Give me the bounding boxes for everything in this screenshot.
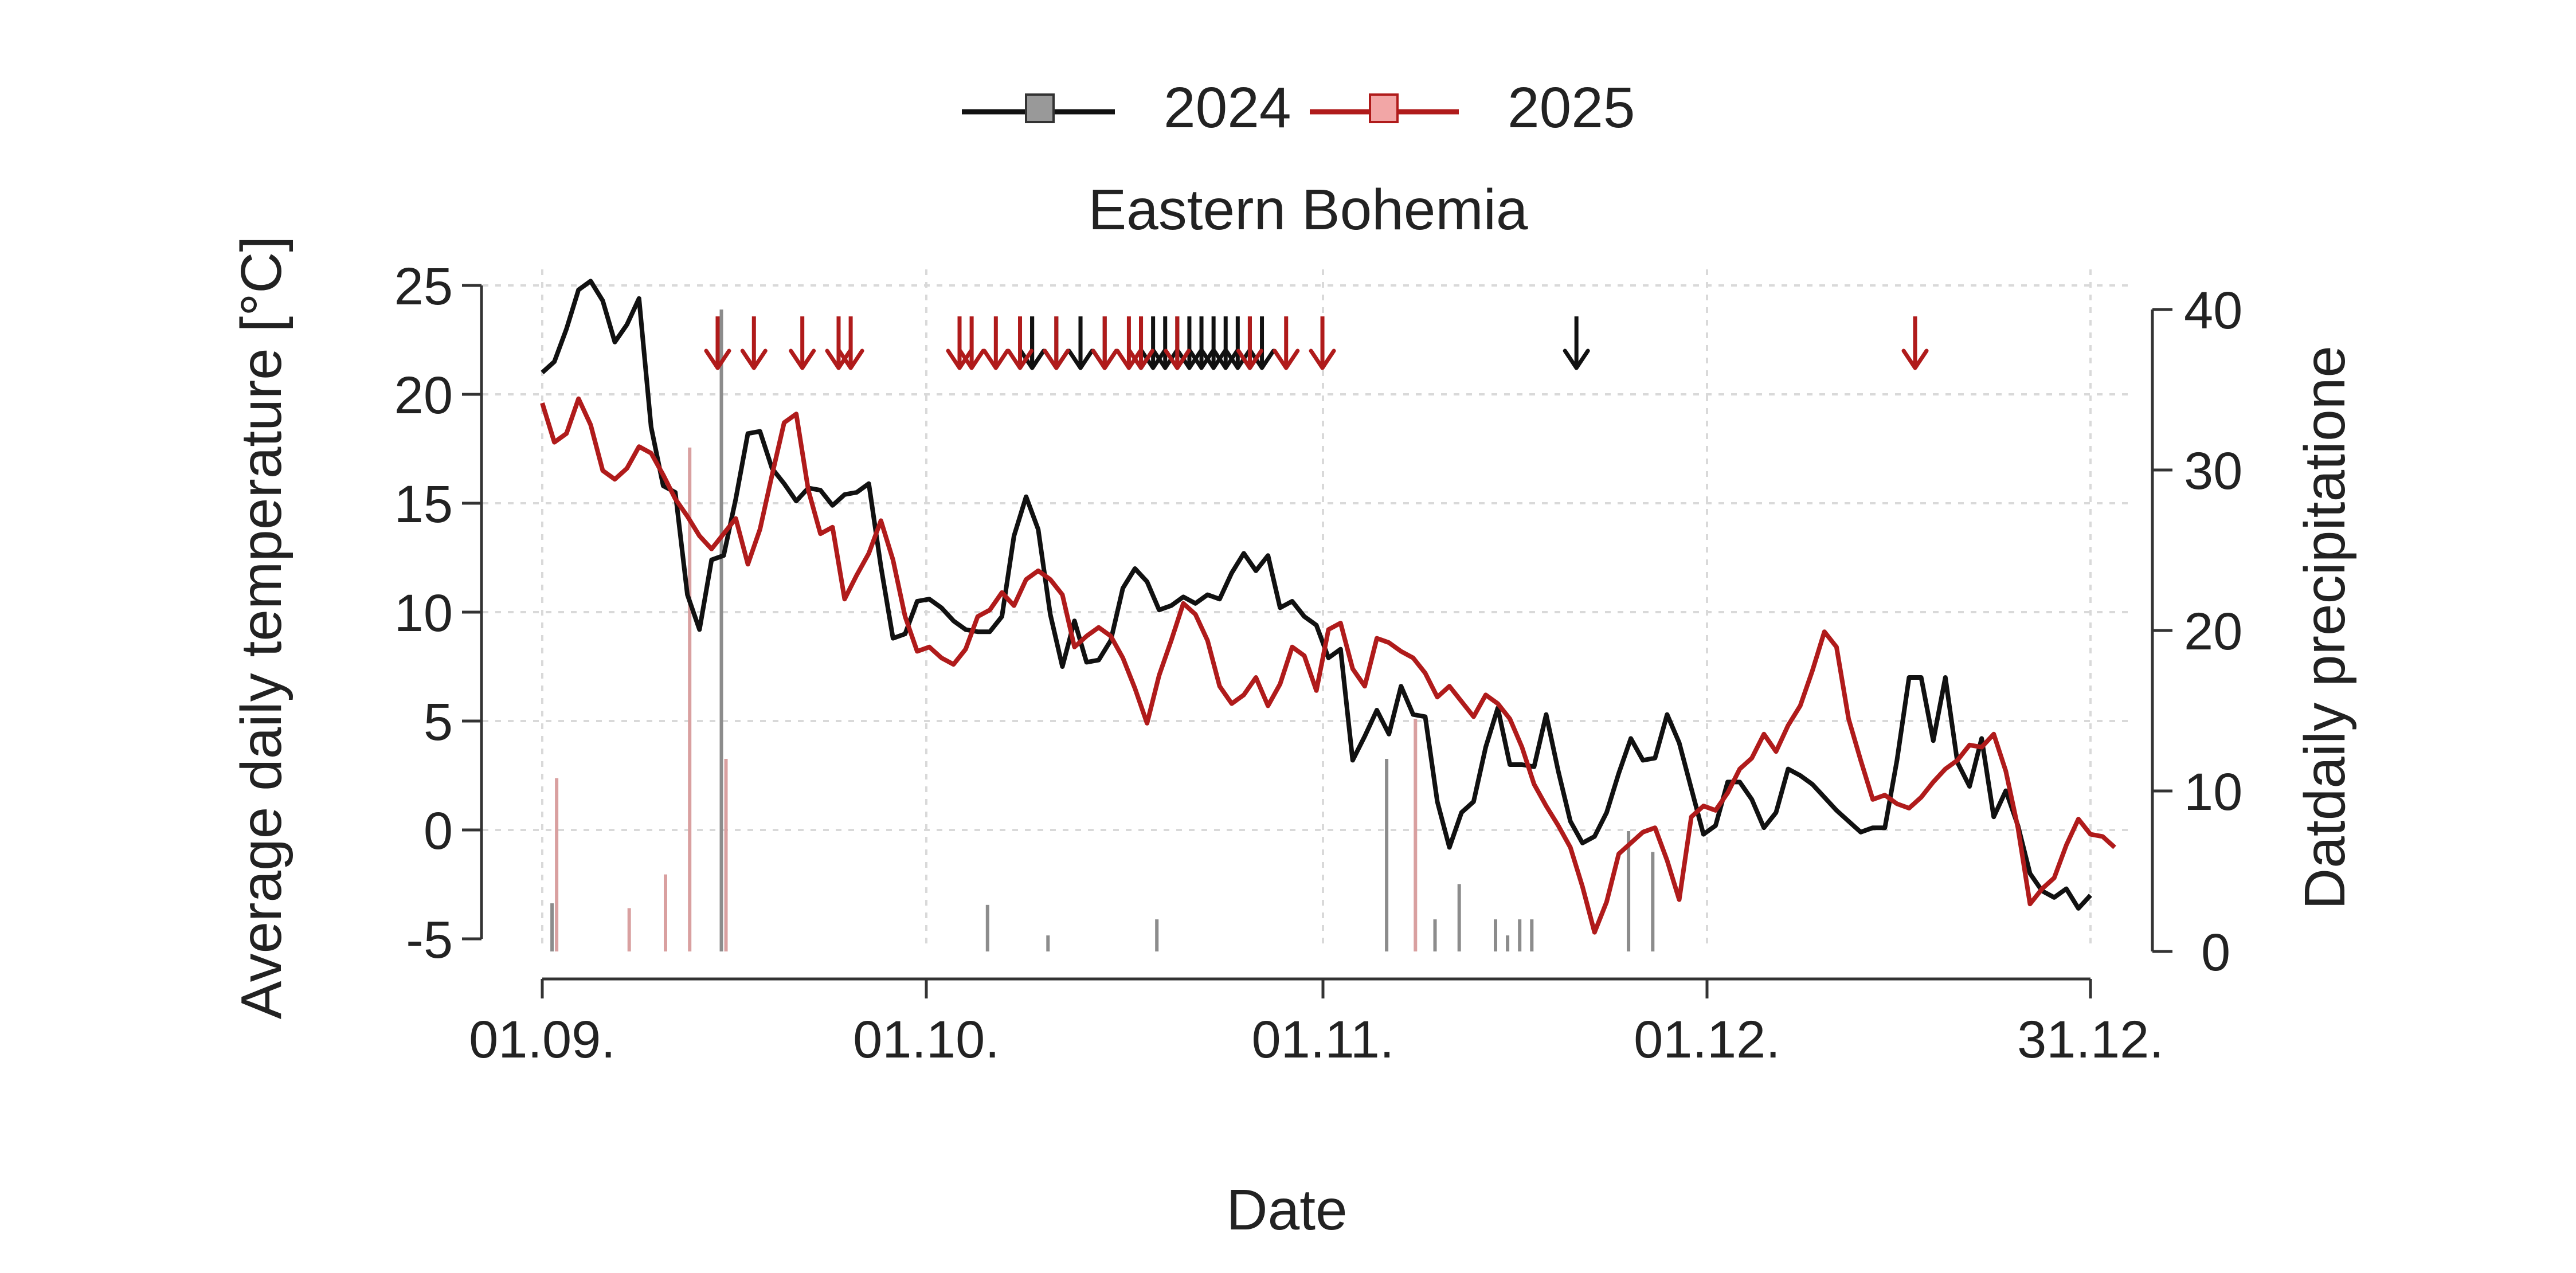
x-tick-label: 01.12. [1634,1010,1780,1069]
precip-bar-2025 [664,874,667,951]
precip-bar-2024 [1506,935,1510,951]
event-arrow-2025 [1236,316,1263,370]
x-tick-label: 31.12. [2017,1010,2164,1069]
event-arrow-2025 [837,316,864,370]
precip-bar-2024 [1433,919,1437,951]
x-tick-label: 01.11. [1252,1010,1395,1069]
event-arrow-2025 [825,316,852,370]
legend-item-2024: 2024 [962,76,1291,140]
event-arrow-2025 [1309,316,1336,370]
y-tick-label-right: 30 [2184,442,2242,500]
y-tick-label-right: 40 [2184,281,2242,340]
event-arrow-2025 [958,316,985,370]
y-tick-label-right: 0 [2201,923,2230,982]
event-markers [704,316,1929,370]
event-arrow-2025 [789,316,816,370]
precip-bar-2025 [627,908,631,951]
event-arrow-2024 [1224,316,1251,370]
x-ticks: 01.09. 01.10. 01.11. 01.12. 31.12. [469,979,2164,1069]
y-tick-label-left: 10 [394,584,453,643]
temperature-line-2024 [541,279,2092,911]
precip-bar-2024 [985,904,989,951]
temperature-line-2025 [540,396,2116,935]
event-arrow-2025 [1128,316,1155,370]
y-tick-label-left: 5 [424,693,453,751]
event-arrow-2024 [1140,316,1167,370]
legend-item-2025: 2025 [1310,76,1635,140]
precip-bar-2024 [1518,919,1522,951]
legend-box-2025 [1369,93,1399,123]
y-tick-label-left: 0 [424,802,453,860]
event-arrow-2024 [1019,316,1046,370]
precip-bar-2024 [1385,759,1389,951]
precip-bar-2024 [1046,935,1050,951]
event-arrow-2025 [1043,316,1070,370]
y-tick-label-left: 20 [394,366,453,425]
event-arrow-2025 [946,316,973,370]
precip-bar-2025 [555,778,559,951]
precip-bar-2024 [1155,919,1159,951]
event-arrow-2024 [1188,316,1215,370]
precip-bar-2024 [1457,884,1461,951]
event-arrow-2024 [1152,316,1179,370]
event-arrow-2025 [704,316,731,370]
legend: 2024 2025 [962,76,1635,140]
precip-bar-2025 [724,759,728,951]
y-tick-label-left: -5 [406,911,453,969]
y-tick-label-right: 10 [2184,763,2242,821]
precip-bar-2024 [1651,852,1655,951]
event-arrow-2025 [740,316,768,370]
precip-bar-2024 [1530,919,1534,951]
event-arrow-2025 [1273,316,1300,370]
x-tick-label: 01.09. [469,1010,616,1069]
y-ticks-right: 40 30 20 10 0 [2152,281,2242,982]
event-arrow-2024 [1248,316,1276,370]
event-arrow-2025 [1007,316,1034,370]
precip-bar-2024 [1627,831,1631,951]
y-ticks-left: 25 20 15 10 5 0 -5 [394,257,481,969]
x-tick-label: 01.10. [853,1010,1000,1069]
event-arrow-2024 [1563,316,1590,370]
precip-bar-2024 [1494,919,1497,951]
legend-label-2025: 2025 [1508,76,1635,140]
precipitation-bars [550,310,1655,951]
temperature-lines [540,279,2116,935]
x-axis-title: Date [1226,1178,1347,1242]
chart-title: Eastern Bohemia [1088,178,1528,242]
event-arrow-2024 [1067,316,1094,370]
grid [470,269,2132,946]
y-axis-left-title: Average daily temperature [°C] [229,236,293,1020]
legend-box-2024 [1025,93,1055,123]
precip-bar-2024 [719,310,723,951]
event-arrow-2024 [1212,316,1239,370]
precip-bar-2024 [550,903,554,951]
event-arrow-2025 [1164,316,1191,370]
event-arrow-2024 [1200,316,1227,370]
event-arrow-2025 [1901,316,1929,370]
precip-bar-2025 [1414,719,1418,951]
event-arrow-2025 [1091,316,1118,370]
y-tick-label-right: 20 [2184,602,2242,661]
precip-bar-2025 [688,447,692,951]
y-tick-label-left: 15 [394,475,453,534]
y-tick-label-left: 25 [394,257,453,316]
y-axis-right-title: Datdaily precipitatione [2293,346,2357,910]
event-arrow-2025 [1115,316,1142,370]
legend-label-2024: 2024 [1164,76,1291,140]
event-arrow-2024 [1176,316,1203,370]
event-arrow-2025 [982,316,1009,370]
